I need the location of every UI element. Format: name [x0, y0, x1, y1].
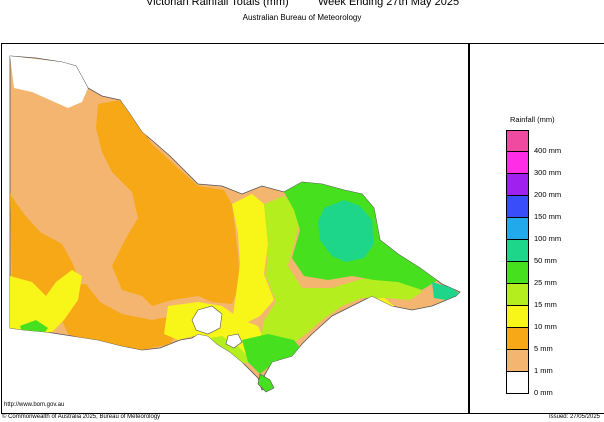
wilsons-promontory: [257, 373, 275, 393]
zone-10mm-west: [10, 270, 82, 334]
zone-50mm: [318, 200, 374, 262]
legend-swatch-1mm: [506, 350, 529, 372]
map-title: Victorian Rainfall Totals (mm): [146, 0, 289, 8]
legend-swatch-10mm: [506, 306, 529, 328]
legend-swatch-400mm: [506, 130, 529, 152]
zone-5mm-southwest: [60, 284, 180, 350]
legend-label-150mm: 150 mm: [534, 212, 562, 221]
legend-swatch-150mm: [506, 196, 529, 218]
bom-url[interactable]: http://www.bom.gov.au: [4, 402, 65, 408]
map-period: Week Ending 27th May 2025: [318, 0, 460, 8]
legend-swatch-0mm: [506, 372, 529, 394]
legend-swatch-5mm: [506, 328, 529, 350]
legend-swatch-300mm: [506, 152, 529, 174]
victoria-rainfall-map-svg: [9, 55, 461, 393]
legend-swatch-200mm: [506, 174, 529, 196]
legend-label-50mm: 50 mm: [534, 256, 557, 265]
zone-15mm: [260, 196, 422, 350]
legend-title: Rainfall (mm): [510, 115, 555, 124]
zone-0mm: [10, 56, 88, 108]
legend-label-400mm: 400 mm: [534, 146, 562, 155]
legend-label-10mm: 10 mm: [534, 322, 557, 331]
zone-10mm-central: [232, 194, 274, 324]
legend-swatch-15mm: [506, 284, 529, 306]
legend-label-25mm: 25 mm: [534, 278, 557, 287]
agency-subtitle: Australian Bureau of Meteorology: [242, 13, 362, 22]
legend-swatch-50mm: [506, 240, 529, 262]
western-port: [225, 333, 243, 349]
port-phillip-bay: [191, 305, 223, 335]
legend-label-0mm: 0 mm: [534, 388, 553, 397]
rainfall-map: [1, 43, 469, 414]
legend-swatch-25mm: [506, 262, 529, 284]
legend-label-200mm: 200 mm: [534, 190, 562, 199]
zone-25mm-gippsland: [242, 334, 302, 374]
legend-label-100mm: 100 mm: [534, 234, 562, 243]
copyright-text: © Commonwealth of Australia 2025, Bureau…: [2, 414, 161, 420]
zone-5mm-north: [96, 100, 240, 306]
legend-swatches: [506, 130, 529, 394]
zone-50mm-east-tip: [432, 282, 460, 300]
legend-label-5mm: 5 mm: [534, 344, 553, 353]
legend-panel: Rainfall (mm) 400 mm 300 mm 200 mm 150 mm 10…: [469, 43, 604, 414]
legend-label-1mm: 1 mm: [534, 366, 553, 375]
legend-label-300mm: 300 mm: [534, 168, 562, 177]
title-row: Victorian Rainfall Totals (mm) Week Endi…: [0, 0, 604, 12]
legend-swatch-100mm: [506, 218, 529, 240]
legend-label-15mm: 15 mm: [534, 300, 557, 309]
issued-date: Issued: 27/05/2025: [548, 414, 600, 420]
